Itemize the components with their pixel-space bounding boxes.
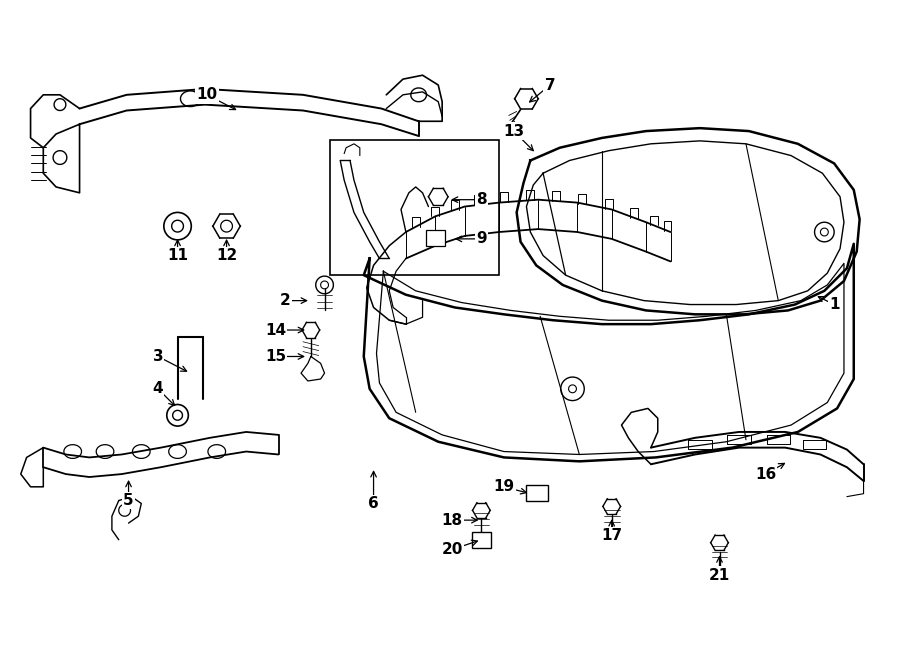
Bar xyxy=(330,140,499,275)
Text: 9: 9 xyxy=(476,232,487,246)
Text: 8: 8 xyxy=(476,192,487,207)
Bar xyxy=(472,532,491,547)
Text: 2: 2 xyxy=(280,293,291,308)
Text: 5: 5 xyxy=(123,493,134,508)
Text: 10: 10 xyxy=(196,87,218,103)
Text: 4: 4 xyxy=(153,381,163,397)
Text: 6: 6 xyxy=(368,496,379,511)
Text: 21: 21 xyxy=(709,567,730,583)
Text: 18: 18 xyxy=(441,512,463,528)
Text: 17: 17 xyxy=(601,528,622,544)
Text: 16: 16 xyxy=(755,467,776,481)
Text: 14: 14 xyxy=(265,322,286,338)
Text: 12: 12 xyxy=(216,248,238,263)
Text: 19: 19 xyxy=(493,479,515,495)
Bar xyxy=(526,485,548,500)
Text: 7: 7 xyxy=(544,77,555,93)
Text: 13: 13 xyxy=(503,124,525,138)
Text: 11: 11 xyxy=(167,248,188,263)
Text: 1: 1 xyxy=(829,297,840,312)
Bar xyxy=(426,230,446,246)
Text: 20: 20 xyxy=(441,542,463,557)
Text: 3: 3 xyxy=(153,349,163,364)
Text: 15: 15 xyxy=(265,349,286,364)
